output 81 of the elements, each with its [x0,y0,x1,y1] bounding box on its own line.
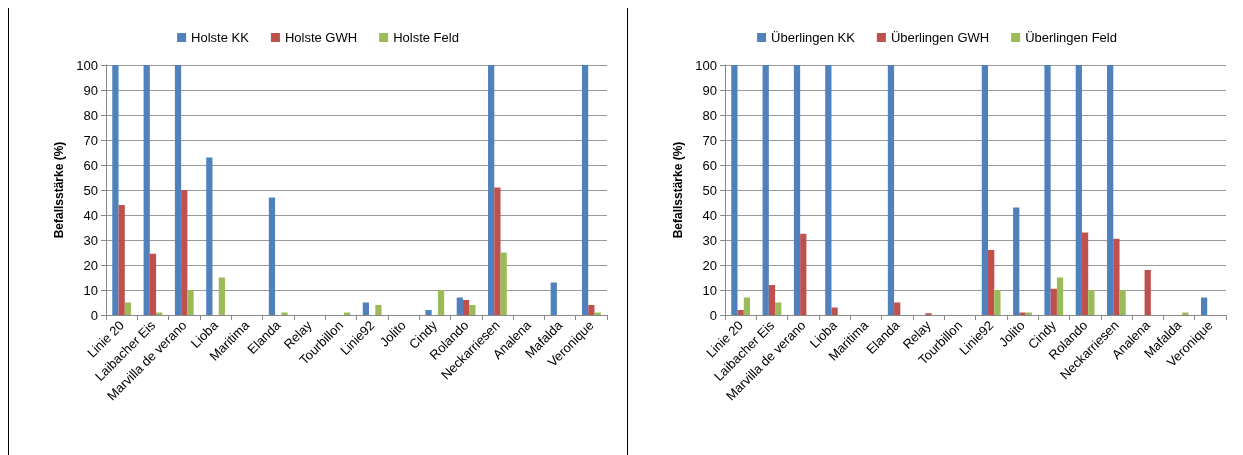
bar [1050,288,1057,315]
y-tick-label: 0 [90,307,98,323]
bar [1075,65,1082,315]
bar [143,65,150,315]
bar [456,297,463,315]
bar [800,233,807,315]
bar [994,290,1001,315]
y-tick-label: 50 [702,182,717,198]
bar [124,302,132,315]
bar [775,302,782,315]
bar [1088,290,1095,315]
bar [581,65,589,315]
bar [206,157,213,315]
bar [181,190,188,315]
bar [375,305,382,315]
bar [488,65,495,315]
bar [187,290,194,315]
bar [1119,290,1126,315]
bar [1107,65,1114,315]
y-tick-label: 100 [695,57,717,73]
y-tick-label: 30 [83,232,98,248]
y-axis-title: Befallsstärke (%) [671,141,686,239]
bar [588,305,595,315]
bar [887,65,895,315]
bar [1113,238,1120,315]
bar [469,305,476,315]
y-tick-label: 90 [702,82,717,98]
bar [894,302,901,315]
y-tick-label: 10 [83,282,98,298]
y-tick-label: 60 [702,157,717,173]
bar [793,65,801,315]
bar [149,253,157,315]
bar [743,297,751,315]
y-tick-label: 0 [709,307,717,323]
y-tick-label: 100 [76,57,98,73]
bar [268,197,276,315]
bar [825,65,832,315]
y-tick-label: 30 [702,232,717,248]
legend-label: Überlingen Feld [1025,30,1117,45]
bar [981,65,989,315]
bar [550,282,557,315]
y-tick-label: 20 [83,257,98,273]
bar [762,65,769,315]
y-tick-label: 40 [702,207,717,223]
legend-label: Holste KK [191,30,250,45]
bar [500,252,507,315]
bar [362,302,370,315]
bar [494,187,501,315]
y-tick-label: 40 [83,207,98,223]
y-tick-label: 80 [702,107,717,123]
y-tick-label: 10 [702,282,717,298]
bar [174,65,182,315]
y-tick-label: 70 [83,132,98,148]
bar [731,65,738,315]
bar [1081,232,1089,315]
bar [118,205,125,315]
bar [1044,65,1051,315]
bar [425,310,432,315]
bar [1144,270,1151,315]
bar [112,65,119,315]
legend-label: Überlingen GWH [890,30,990,45]
bar [988,250,995,315]
bar [1013,207,1020,315]
legend-label: Holste GWH [284,30,358,45]
bar [737,310,744,315]
bar [218,277,225,315]
y-tick-label: 60 [83,157,98,173]
y-axis-title: Befallsstärke (%) [52,141,67,239]
bar [437,290,445,315]
bar [1056,277,1064,315]
y-tick-label: 70 [702,132,717,148]
y-tick-label: 20 [702,257,717,273]
y-tick-label: 80 [83,107,98,123]
bar [831,307,838,315]
bar [768,285,776,315]
y-tick-label: 90 [83,82,98,98]
bar [1200,297,1208,315]
legend-label: Überlingen KK [771,30,856,45]
legend-label: Holste Feld [393,30,459,45]
bar [462,300,470,315]
y-tick-label: 50 [83,182,98,198]
